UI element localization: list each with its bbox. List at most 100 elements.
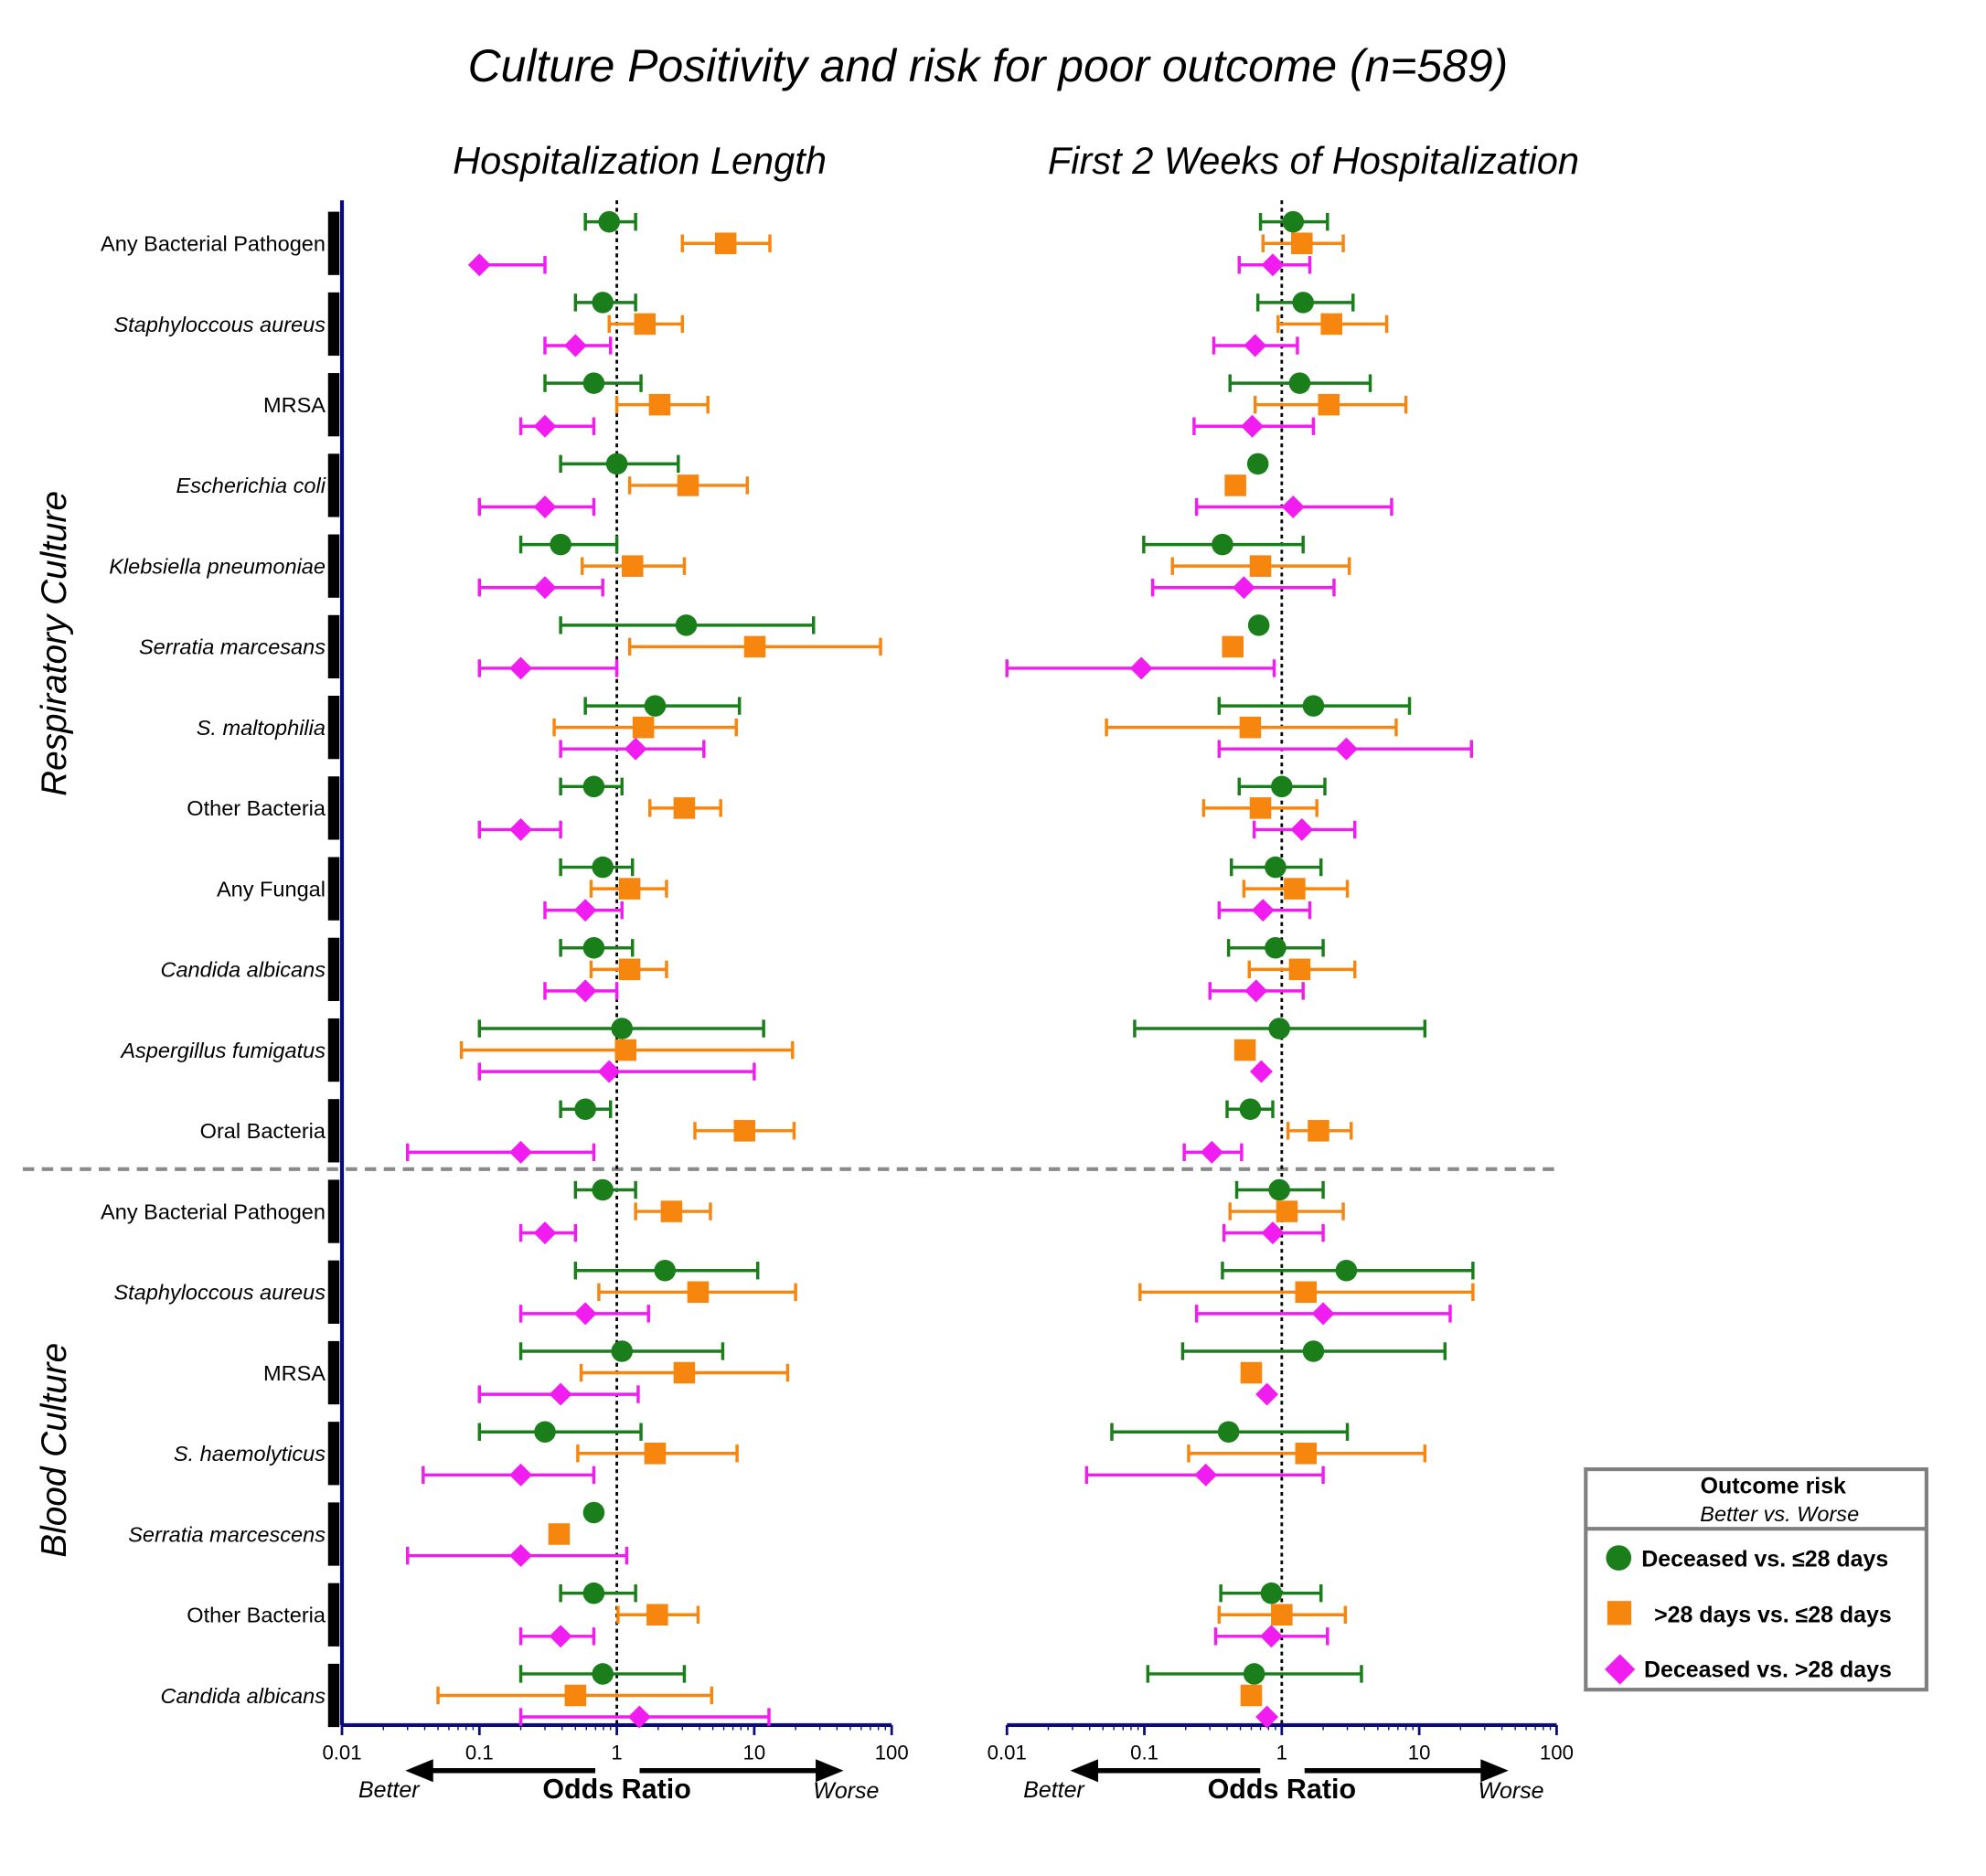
point-square <box>1276 1200 1298 1222</box>
point-square <box>1239 716 1262 739</box>
point-circle <box>550 533 571 556</box>
row-bracket <box>327 292 340 357</box>
point-circle <box>675 614 698 636</box>
worse-arrow-head <box>816 1759 844 1783</box>
point-square <box>632 716 655 739</box>
better-arrow-head <box>1070 1759 1098 1783</box>
point-square <box>1288 958 1311 981</box>
row-label: Other Bacteria <box>187 1604 326 1627</box>
point-diamond <box>573 1302 597 1326</box>
row-bracket <box>327 776 340 840</box>
point-square <box>1291 232 1313 254</box>
point-square <box>687 1281 710 1304</box>
point-circle <box>1271 775 1293 798</box>
point-square <box>1284 878 1306 900</box>
row-label: Aspergillus fumigatus <box>119 1039 326 1062</box>
row-label: Staphyloccous aureus <box>113 313 326 336</box>
point-diamond <box>624 737 647 761</box>
point-circle <box>582 1501 605 1524</box>
point-square <box>634 313 657 336</box>
x-tick-label: 0.01 <box>322 1741 361 1764</box>
row-bracket <box>327 211 340 275</box>
point-circle <box>654 1259 677 1282</box>
x-tick-label: 10 <box>743 1741 766 1764</box>
plot-area: Any Bacterial Pathogen Staphyloccous aure… <box>22 200 1574 1805</box>
point-square <box>677 474 699 496</box>
point-circle <box>1292 292 1314 314</box>
point-diamond <box>1250 1060 1273 1083</box>
x-tick-label: 100 <box>875 1741 909 1764</box>
point-diamond <box>1255 1382 1279 1406</box>
point-circle <box>1239 1098 1262 1121</box>
x-right-annotation: Worse <box>1479 1778 1544 1804</box>
row-bracket <box>327 1502 340 1566</box>
point-square <box>618 878 641 900</box>
legend-label-g: Deceased vs. ≤28 days <box>1641 1547 1888 1572</box>
point-diamond <box>573 979 597 1003</box>
point-circle <box>598 210 621 233</box>
row-bracket <box>327 937 340 1001</box>
legend-circle-marker <box>1606 1545 1632 1571</box>
row-bracket <box>327 1583 340 1647</box>
point-square <box>733 1120 756 1142</box>
point-circle <box>611 1018 633 1039</box>
point-circle <box>644 695 667 717</box>
row-bracket <box>327 1099 340 1163</box>
point-square <box>1233 1039 1256 1061</box>
point-circle <box>1260 1582 1283 1604</box>
point-square <box>673 797 696 819</box>
point-circle <box>592 1178 614 1201</box>
point-diamond <box>1129 656 1153 680</box>
x-tick-label: 0.1 <box>465 1741 494 1764</box>
point-circle <box>1302 1340 1325 1362</box>
point-square <box>1318 393 1340 416</box>
row-bracket <box>327 614 340 679</box>
legend-label-o: >28 days vs. ≤28 days <box>1654 1603 1892 1628</box>
point-circle <box>1288 372 1311 394</box>
row-bracket <box>327 453 340 517</box>
point-diamond <box>1290 817 1314 841</box>
point-square <box>1320 313 1342 336</box>
point-circle <box>1243 1663 1265 1685</box>
x-left-annotation: Better <box>358 1777 421 1803</box>
point-circle <box>1268 1178 1290 1201</box>
point-diamond <box>1244 334 1267 357</box>
panel-title-left: Hospitalization Length <box>453 139 827 182</box>
row-label: Any Bacterial Pathogen <box>101 1199 326 1223</box>
row-label: Klebsiella pneumoniae <box>109 554 326 578</box>
point-circle <box>1335 1259 1358 1282</box>
legend-square-marker <box>1607 1601 1632 1626</box>
chart-title: Culture Positivity and risk for poor out… <box>468 40 1509 91</box>
point-square <box>648 393 671 416</box>
row-bracket <box>327 696 340 760</box>
point-circle <box>1265 856 1287 879</box>
row-label: Other Bacteria <box>187 796 326 820</box>
point-square <box>646 1604 668 1626</box>
row-bracket <box>327 1663 340 1728</box>
point-circle <box>1217 1421 1240 1444</box>
point-circle <box>582 775 605 798</box>
x-tick-label: 10 <box>1408 1741 1431 1764</box>
legend-box <box>1584 1467 1928 1692</box>
row-bracket <box>327 373 340 437</box>
point-square <box>621 555 644 577</box>
point-diamond <box>1311 1302 1335 1326</box>
better-arrow-head <box>405 1759 433 1783</box>
point-square <box>548 1523 571 1545</box>
point-square <box>660 1200 683 1222</box>
point-square <box>1222 635 1244 658</box>
point-square <box>1240 1361 1263 1384</box>
group-label-blood: Blood Culture <box>35 1343 74 1558</box>
row-label: Serratia marcescens <box>128 1522 326 1546</box>
point-square <box>1295 1281 1318 1304</box>
row-bracket <box>327 1179 340 1243</box>
point-circle <box>574 1098 596 1121</box>
legend-label-m: Deceased vs. >28 days <box>1644 1657 1892 1682</box>
x-right-annotation: Worse <box>813 1778 879 1804</box>
point-square <box>743 635 766 658</box>
row-label: Any Fungal <box>217 877 326 901</box>
row-label: Serratia marcesans <box>139 635 326 659</box>
point-circle <box>1268 1018 1290 1039</box>
point-circle <box>592 856 614 879</box>
